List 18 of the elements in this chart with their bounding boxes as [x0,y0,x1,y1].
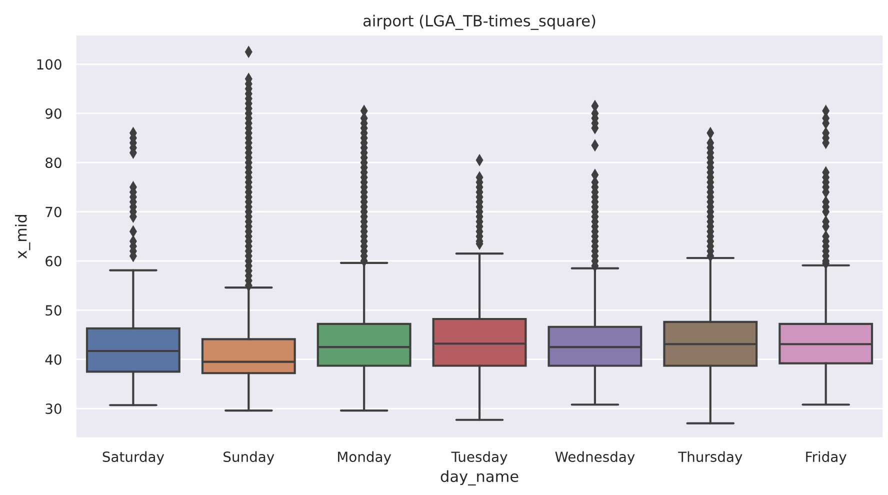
y-axis-title: x_mid [15,215,30,259]
chart-title: airport (LGA_TB-times_square) [363,14,596,30]
y-tick-label: 80 [46,158,62,168]
x-tick-label: Thursday [678,451,742,465]
x-tick-label: Tuesday [451,451,508,465]
x-tick-label: Sunday [224,451,274,465]
y-tick-label: 60 [46,256,62,266]
y-tick-label: 40 [45,354,62,365]
x-tick-label: Friday [806,451,846,465]
x-tick-label: Monday [338,451,392,465]
x-tick-label: Saturday [102,451,164,465]
y-tick-label: 100 [37,59,62,70]
y-tick-label: 90 [45,108,62,119]
x-tick-label: Wednesday [555,451,635,465]
y-tick-label: 50 [46,305,62,316]
x-axis-title: day_name [440,470,518,486]
y-tick-label: 70 [46,206,62,218]
y-tick-label: 30 [46,404,62,414]
